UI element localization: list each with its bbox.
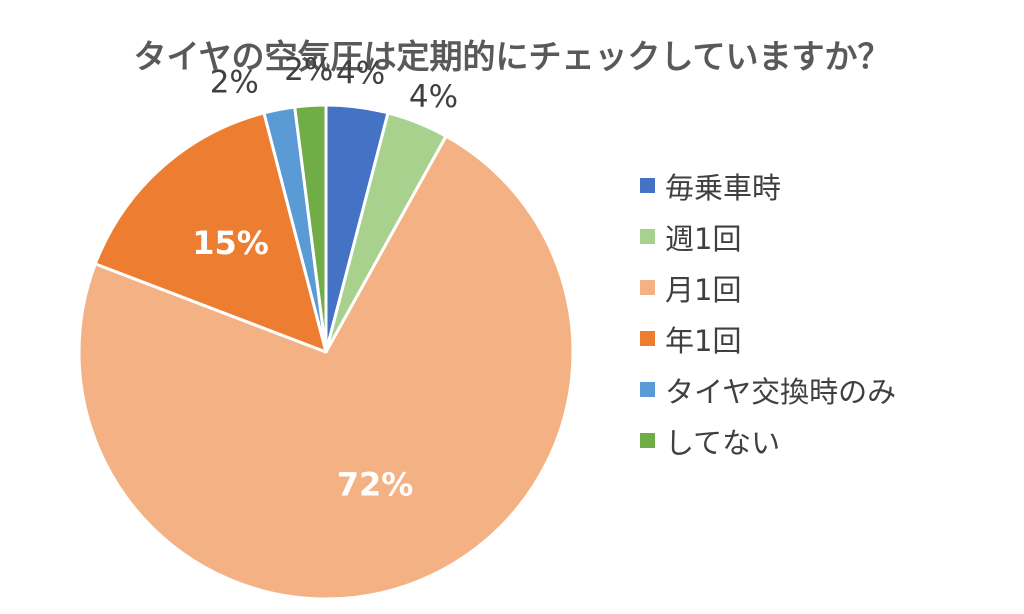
legend-swatch [640, 280, 655, 295]
legend-label: 年1回 [665, 323, 742, 358]
legend-item: 毎乗車時 [640, 160, 896, 211]
legend-swatch [640, 433, 655, 448]
chart-title: タイヤの空気圧は定期的にチェックしていますか？ [133, 37, 891, 76]
legend-item: タイヤ交換時のみ [640, 364, 896, 415]
slice-value-label: 2% [210, 64, 259, 100]
legend-label: 月1回 [665, 272, 742, 307]
slice-value-label: 15% [192, 224, 269, 262]
slice-value-label: 2% [284, 52, 333, 88]
legend-swatch [640, 229, 655, 244]
pie-slice [77, 134, 575, 601]
legend: 毎乗車時週1回月1回年1回タイヤ交換時のみ してない [640, 160, 896, 466]
legend-item: してない [640, 415, 896, 466]
pie-slice [293, 103, 328, 354]
legend-label: 毎乗車時 [665, 170, 782, 205]
legend-item: 年1回 [640, 313, 896, 364]
legend-swatch [640, 178, 655, 193]
legend-swatch [640, 382, 655, 397]
slice-value-label: 72% [337, 466, 414, 504]
legend-swatch [640, 331, 655, 346]
pie-labels: 4% 4% 72% 15% 2% 2% [192, 52, 458, 504]
legend-label: 週1回 [665, 221, 742, 256]
legend-item: 月1回 [640, 262, 896, 313]
slice-value-label: 4% [336, 56, 385, 92]
pie-slices [77, 103, 575, 601]
pie-slice [93, 111, 328, 354]
slice-value-label: 4% [409, 79, 458, 115]
legend-item: 週1回 [640, 211, 896, 262]
legend-label: タイヤ交換時のみ [665, 374, 897, 409]
legend-label: してない [665, 425, 781, 460]
